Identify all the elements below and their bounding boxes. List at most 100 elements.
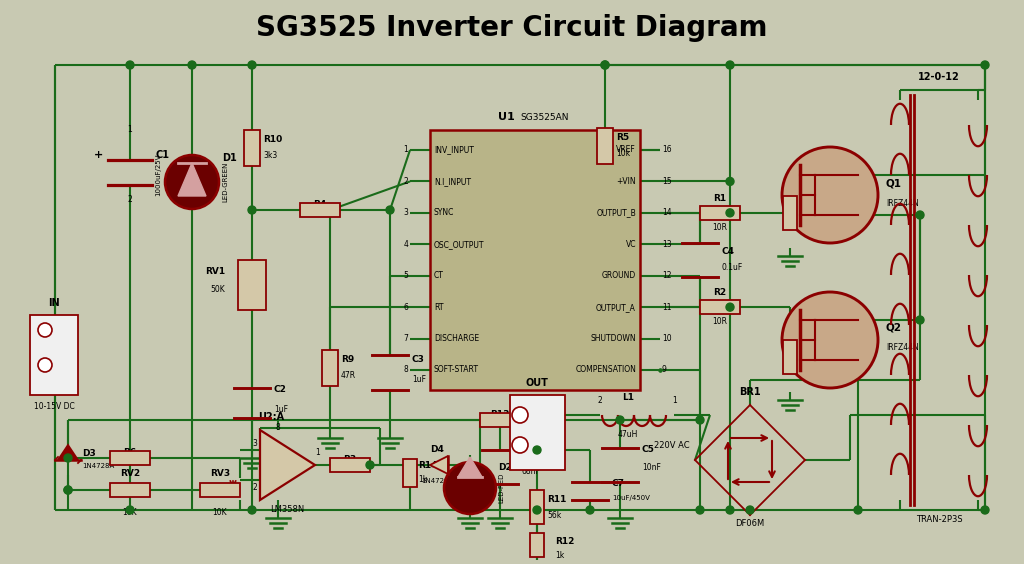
Circle shape — [726, 61, 734, 69]
Text: 10R: 10R — [713, 317, 727, 326]
Circle shape — [165, 155, 219, 209]
Text: 47R: 47R — [341, 372, 356, 381]
Circle shape — [601, 61, 609, 69]
Text: 3k3: 3k3 — [263, 152, 278, 161]
Text: 2: 2 — [403, 177, 408, 186]
Text: C7: C7 — [612, 479, 625, 488]
Bar — [530, 490, 544, 524]
Text: 10K: 10K — [123, 508, 137, 517]
Text: R2: R2 — [714, 288, 727, 297]
Bar — [783, 196, 797, 230]
Text: 1k: 1k — [418, 475, 427, 484]
Text: 1N4728A: 1N4728A — [82, 463, 115, 469]
Text: 47uH: 47uH — [617, 430, 638, 439]
Circle shape — [854, 506, 862, 514]
Text: 1N4728A: 1N4728A — [421, 478, 454, 484]
Text: 8: 8 — [275, 423, 281, 432]
Circle shape — [366, 461, 374, 469]
Circle shape — [444, 462, 496, 514]
Circle shape — [248, 206, 256, 214]
Text: 12: 12 — [662, 271, 672, 280]
Bar — [300, 203, 340, 217]
Text: 1: 1 — [403, 146, 408, 155]
Bar — [110, 483, 150, 497]
Text: L1: L1 — [622, 393, 634, 402]
Text: R8: R8 — [807, 346, 820, 355]
Bar — [700, 206, 740, 220]
Text: IRFZ44N: IRFZ44N — [886, 343, 919, 352]
Text: Q1: Q1 — [886, 178, 902, 188]
Text: R11: R11 — [547, 495, 566, 504]
Text: R14: R14 — [418, 460, 437, 469]
Text: R12: R12 — [555, 537, 574, 547]
Text: D2: D2 — [498, 464, 512, 473]
Bar — [330, 458, 370, 472]
Text: C1: C1 — [155, 150, 169, 160]
Bar — [530, 533, 544, 557]
Text: 10R: 10R — [713, 223, 727, 232]
Text: R3: R3 — [343, 455, 356, 464]
Circle shape — [601, 61, 609, 69]
Text: 5: 5 — [403, 271, 408, 280]
Text: RT: RT — [434, 303, 443, 312]
Circle shape — [248, 506, 256, 514]
Circle shape — [512, 407, 528, 423]
Text: U2:A: U2:A — [258, 412, 284, 422]
Text: N.I_INPUT: N.I_INPUT — [434, 177, 471, 186]
Text: OUTPUT_A: OUTPUT_A — [596, 303, 636, 312]
Text: C4: C4 — [722, 248, 735, 257]
Text: SOFT-START: SOFT-START — [434, 365, 479, 374]
Circle shape — [726, 209, 734, 217]
Text: SG3525AN: SG3525AN — [521, 113, 569, 122]
Text: 1000uF/25V: 1000uF/25V — [155, 154, 161, 196]
Text: LED-GREEN: LED-GREEN — [222, 162, 228, 202]
Bar — [244, 130, 260, 166]
Circle shape — [126, 506, 134, 514]
Text: R7: R7 — [807, 200, 820, 209]
Text: IN: IN — [48, 298, 59, 308]
Circle shape — [386, 206, 394, 214]
Circle shape — [746, 506, 754, 514]
Text: 8: 8 — [403, 365, 408, 374]
Text: RV3: RV3 — [210, 469, 230, 478]
Text: 16: 16 — [662, 146, 672, 155]
Text: 100k: 100k — [341, 465, 359, 474]
Text: R13: R13 — [490, 410, 510, 419]
Text: 15: 15 — [662, 177, 672, 186]
Text: GROUND: GROUND — [602, 271, 636, 280]
Polygon shape — [430, 456, 449, 474]
Circle shape — [188, 61, 196, 69]
Circle shape — [726, 506, 734, 514]
Circle shape — [534, 506, 541, 514]
Text: 10k: 10k — [313, 210, 327, 219]
Text: OUTPUT_B: OUTPUT_B — [596, 208, 636, 217]
Circle shape — [534, 446, 541, 454]
Text: 1: 1 — [59, 360, 65, 369]
Text: 2: 2 — [59, 325, 65, 334]
Text: 14: 14 — [662, 208, 672, 217]
Text: 4: 4 — [403, 240, 408, 249]
Circle shape — [616, 416, 624, 424]
Text: R6: R6 — [124, 448, 136, 457]
Bar — [403, 459, 417, 487]
Text: 11: 11 — [662, 303, 672, 312]
Text: D3: D3 — [82, 448, 96, 457]
Circle shape — [696, 506, 705, 514]
Bar — [783, 340, 797, 374]
Circle shape — [63, 454, 72, 462]
Bar — [430, 130, 640, 390]
Text: 10-15V DC: 10-15V DC — [34, 402, 75, 411]
Text: SYNC: SYNC — [434, 208, 455, 217]
Text: 7: 7 — [403, 334, 408, 343]
Circle shape — [512, 437, 528, 453]
Text: BR1: BR1 — [739, 387, 761, 397]
Bar — [510, 395, 565, 470]
Text: AC 220V: AC 220V — [521, 398, 553, 407]
Text: OSC_OUTPUT: OSC_OUTPUT — [434, 240, 484, 249]
Text: DISCHARGE: DISCHARGE — [434, 334, 479, 343]
Text: 470k: 470k — [490, 420, 510, 429]
Text: VC: VC — [626, 240, 636, 249]
Polygon shape — [58, 445, 78, 460]
Text: 0.1uF: 0.1uF — [722, 263, 743, 272]
Circle shape — [916, 316, 924, 324]
